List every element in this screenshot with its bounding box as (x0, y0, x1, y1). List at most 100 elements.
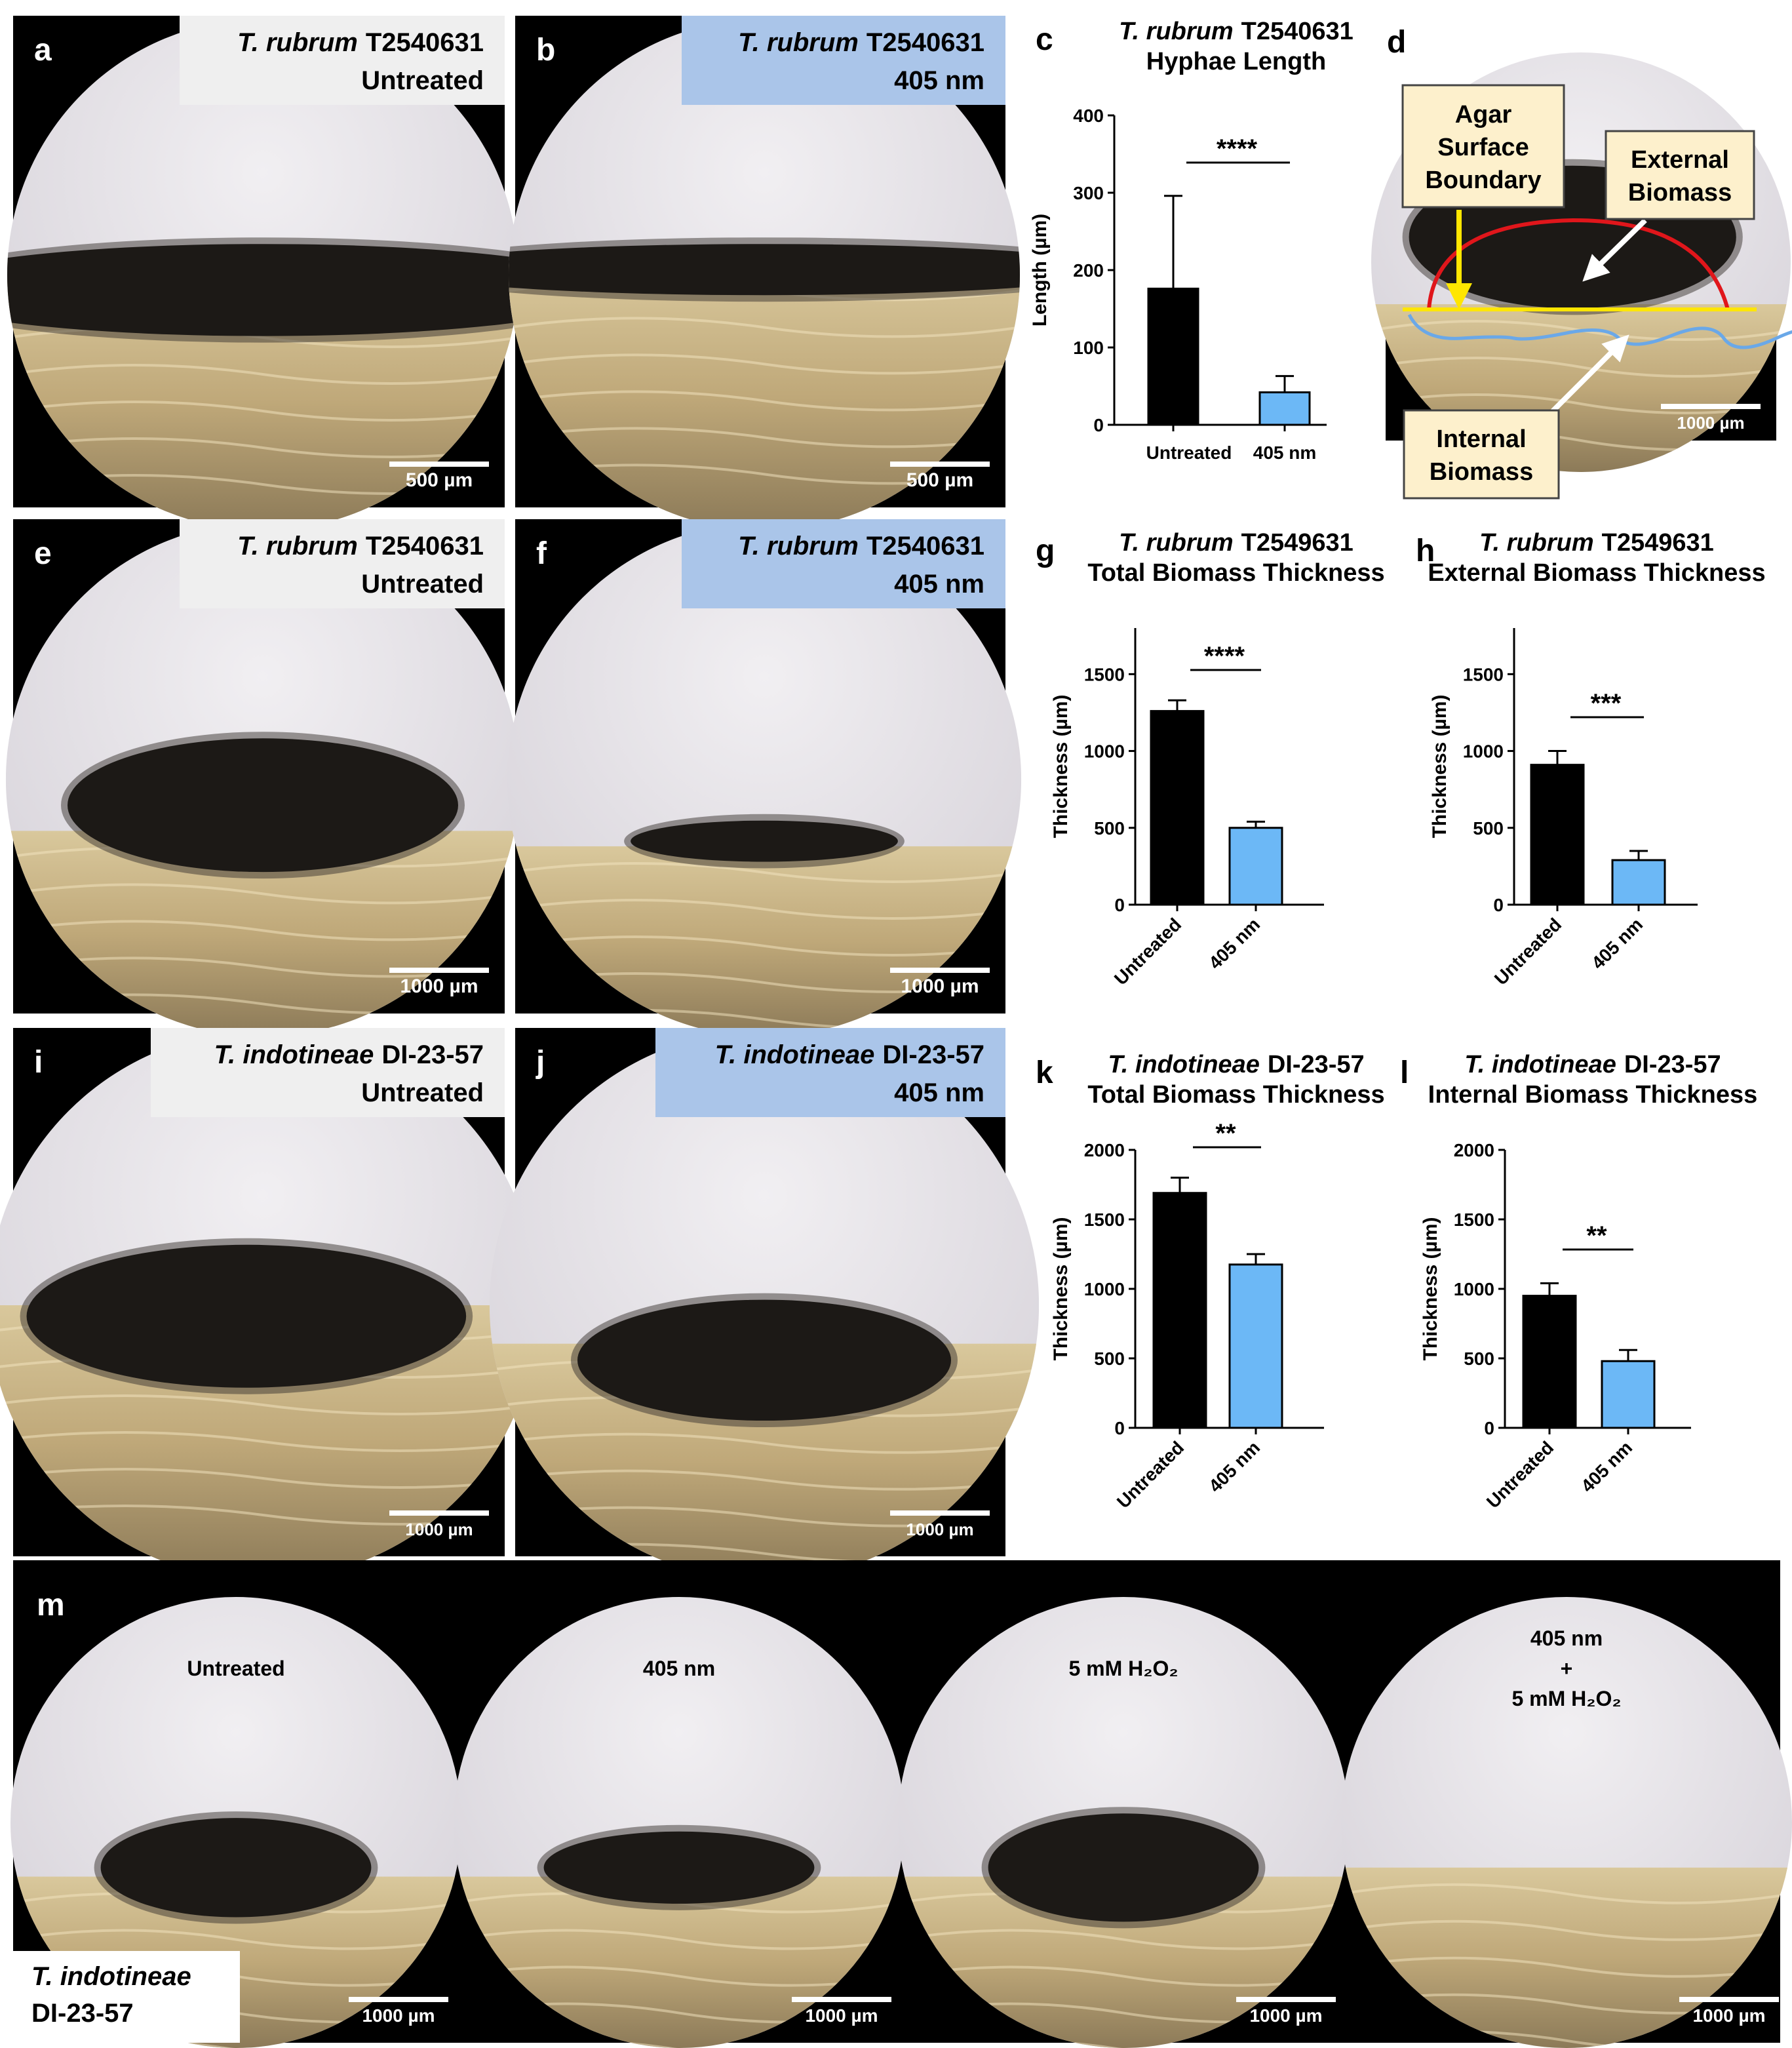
agar-texture (509, 353, 1020, 375)
panel-letter: i (34, 1045, 43, 1080)
x-tick-label: Untreated (1146, 443, 1232, 463)
strain: T2549631 (1241, 529, 1354, 557)
condition: 405 nm (643, 1657, 715, 1680)
bar (1522, 1295, 1577, 1429)
panel-title: T. rubrum T2540631 (237, 28, 484, 57)
y-tick-label: 0 (1484, 1418, 1494, 1438)
strain: DI-23-57 (381, 1040, 484, 1069)
micrograph (507, 522, 1022, 1037)
strain: DI-23-57 (31, 1999, 134, 2028)
bar (1228, 827, 1283, 906)
panel-letter: j (536, 1045, 545, 1080)
significance: **** (1217, 134, 1258, 163)
chart-title: T. rubrum T2549631 (1119, 529, 1354, 557)
panel-letter: f (536, 536, 547, 571)
bar (1530, 764, 1585, 906)
arrow (1545, 334, 1629, 419)
biomass (543, 1831, 815, 1904)
x-tick-label: 405 nm (1253, 443, 1317, 463)
chart-subtitle: Total Biomass Thickness (1087, 1081, 1384, 1109)
condition: 5 mM H₂O₂ (1511, 1687, 1621, 1710)
y-tick-label: 1000 (1463, 741, 1504, 762)
agar-texture (489, 1432, 1040, 1454)
significance: *** (1591, 689, 1622, 718)
scale-bar-label: 1000 µm (1677, 413, 1744, 433)
bar (1258, 391, 1311, 426)
callout-text: Internal (1436, 425, 1526, 453)
external-outline (1427, 218, 1730, 310)
panel-letter: g (1036, 534, 1055, 568)
chart-title: T. indotineae DI-23-57 (1108, 1051, 1364, 1078)
species: T. indotineae (214, 1040, 374, 1069)
agar-texture (1341, 1956, 1792, 1978)
species: T. rubrum (1119, 18, 1234, 45)
y-tick-label: 100 (1073, 338, 1104, 358)
strain: T2540631 (366, 532, 484, 561)
y-tick-label: 1500 (1084, 664, 1125, 684)
agar-texture (7, 401, 518, 422)
agar-texture (509, 390, 1020, 412)
species: T. rubrum (738, 28, 859, 57)
y-tick-label: 1000 (1084, 1279, 1125, 1299)
scale-bar-label: 1000 µm (906, 1520, 973, 1539)
y-tick-label: 500 (1094, 818, 1125, 838)
strain: T2540631 (366, 28, 484, 57)
agar-texture (454, 1965, 905, 1987)
panel-title: T. rubrum T2540631 (237, 532, 484, 561)
scale-bar-label: 1000 µm (1249, 2005, 1322, 2026)
species: T. indotineae (31, 1962, 191, 1991)
condition: + (1561, 1657, 1573, 1680)
scale-bar-label: 500 µm (906, 469, 973, 491)
y-tick-label: 2000 (1084, 1140, 1125, 1160)
y-tick-label: 0 (1114, 895, 1125, 915)
x-tick-label: 405 nm (1587, 914, 1646, 973)
y-tick-label: 300 (1073, 183, 1104, 203)
y-tick-label: 1500 (1084, 1210, 1125, 1230)
condition: Untreated (361, 1078, 484, 1107)
y-tick-label: 500 (1094, 1349, 1125, 1369)
species: T. rubrum (237, 532, 358, 561)
strain: DI-23-57 (1624, 1051, 1721, 1078)
condition: 5 mM H₂O₂ (1068, 1657, 1178, 1680)
agar-texture (7, 364, 518, 385)
agar-texture (489, 1469, 1040, 1491)
biomass (988, 1813, 1259, 1922)
condition-box (180, 16, 505, 105)
species: T. indotineae (1108, 1051, 1260, 1078)
callout-text: Boundary (1425, 167, 1541, 194)
species: T. rubrum (738, 532, 859, 561)
agar-texture (5, 883, 520, 905)
y-axis-label: Length (µm) (1029, 214, 1051, 326)
biomass (68, 738, 458, 873)
y-tick-label: 1500 (1463, 664, 1504, 684)
condition-box (655, 1028, 1005, 1117)
y-tick-label: 200 (1073, 260, 1104, 281)
panel-letter: k (1036, 1055, 1053, 1090)
chart-title: T. rubrum T2549631 (1479, 529, 1714, 557)
agar-texture (507, 898, 1022, 920)
biomass (26, 1244, 467, 1388)
species: T. indotineae (1464, 1051, 1616, 1078)
biomass (509, 244, 1020, 296)
y-axis-label: Thickness (µm) (1050, 694, 1072, 838)
agar-texture (5, 920, 520, 941)
significance: **** (1204, 642, 1245, 671)
agar-texture (7, 437, 518, 458)
significance: ** (1586, 1221, 1607, 1250)
scale-bar-label: 1000 µm (400, 975, 478, 997)
chart-subtitle: Total Biomass Thickness (1087, 559, 1384, 587)
condition-box (682, 16, 1005, 105)
agar-texture (898, 1965, 1349, 1987)
strain: T2540631 (867, 28, 984, 57)
panel-letter: c (1036, 22, 1053, 57)
agar-texture (1371, 505, 1791, 523)
scale-bar-label: 1000 µm (901, 975, 979, 997)
arrow (1582, 218, 1647, 282)
panel-letter: b (536, 33, 555, 68)
agar-texture (1371, 393, 1791, 414)
scale-bar-label: 500 µm (406, 469, 473, 491)
bar (1152, 1192, 1207, 1429)
scale-bar-label: 1000 µm (405, 1520, 473, 1539)
x-tick-label: 405 nm (1577, 1437, 1636, 1496)
